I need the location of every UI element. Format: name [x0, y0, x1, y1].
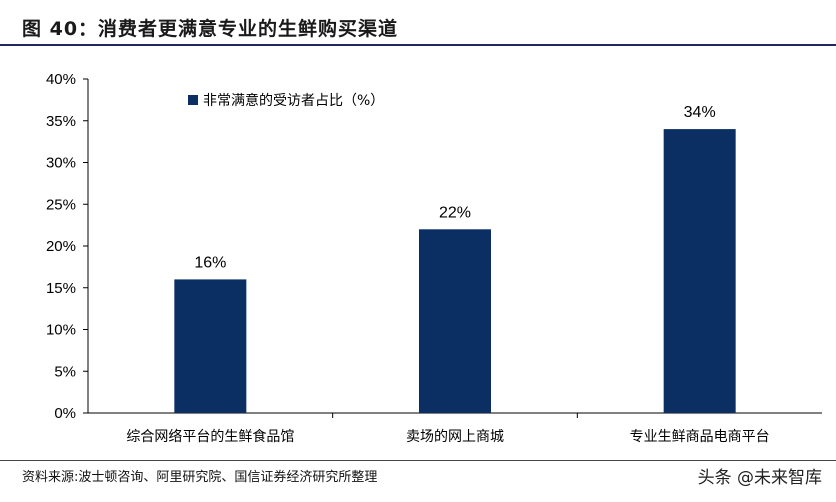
y-tick-label: 25%	[46, 196, 76, 213]
bar	[419, 229, 491, 413]
legend-label: 非常满意的受访者占比（%）	[203, 92, 384, 109]
y-tick-label: 20%	[46, 238, 76, 255]
data-label: 16%	[194, 254, 226, 271]
watermark: 头条 @未来智库	[697, 468, 822, 488]
y-tick-label: 35%	[46, 113, 76, 130]
title-bar: 图 40：消费者更满意专业的生鲜购买渠道	[0, 0, 836, 46]
bar	[174, 279, 247, 413]
y-tick-label: 10%	[46, 322, 76, 339]
y-tick-label: 30%	[46, 155, 76, 172]
bar	[663, 129, 736, 413]
data-label: 22%	[439, 204, 471, 221]
y-tick-label: 40%	[46, 71, 76, 88]
chart-title: 图 40：消费者更满意专业的生鲜购买渠道	[22, 18, 399, 40]
category-label: 综合网络平台的生鲜食品馆	[126, 428, 294, 445]
y-tick-label: 15%	[46, 280, 76, 297]
category-label: 卖场的网上商城	[406, 429, 504, 445]
category-label: 专业生鲜商品电商平台	[630, 429, 770, 445]
footer-divider	[0, 460, 836, 461]
legend-swatch	[188, 95, 198, 105]
data-label: 34%	[684, 104, 716, 121]
bar-chart: 0% 5% 10% 15% 20% 25% 30% 35% 40% 16% 综合网络平台的生鲜食品馆…	[46, 71, 822, 445]
y-tick-label: 5%	[54, 363, 76, 380]
source-note: 资料来源:波士顿咨询、阿里研究院、国信证券经济研究所整理	[22, 470, 378, 485]
y-tick-label: 0%	[54, 405, 76, 422]
